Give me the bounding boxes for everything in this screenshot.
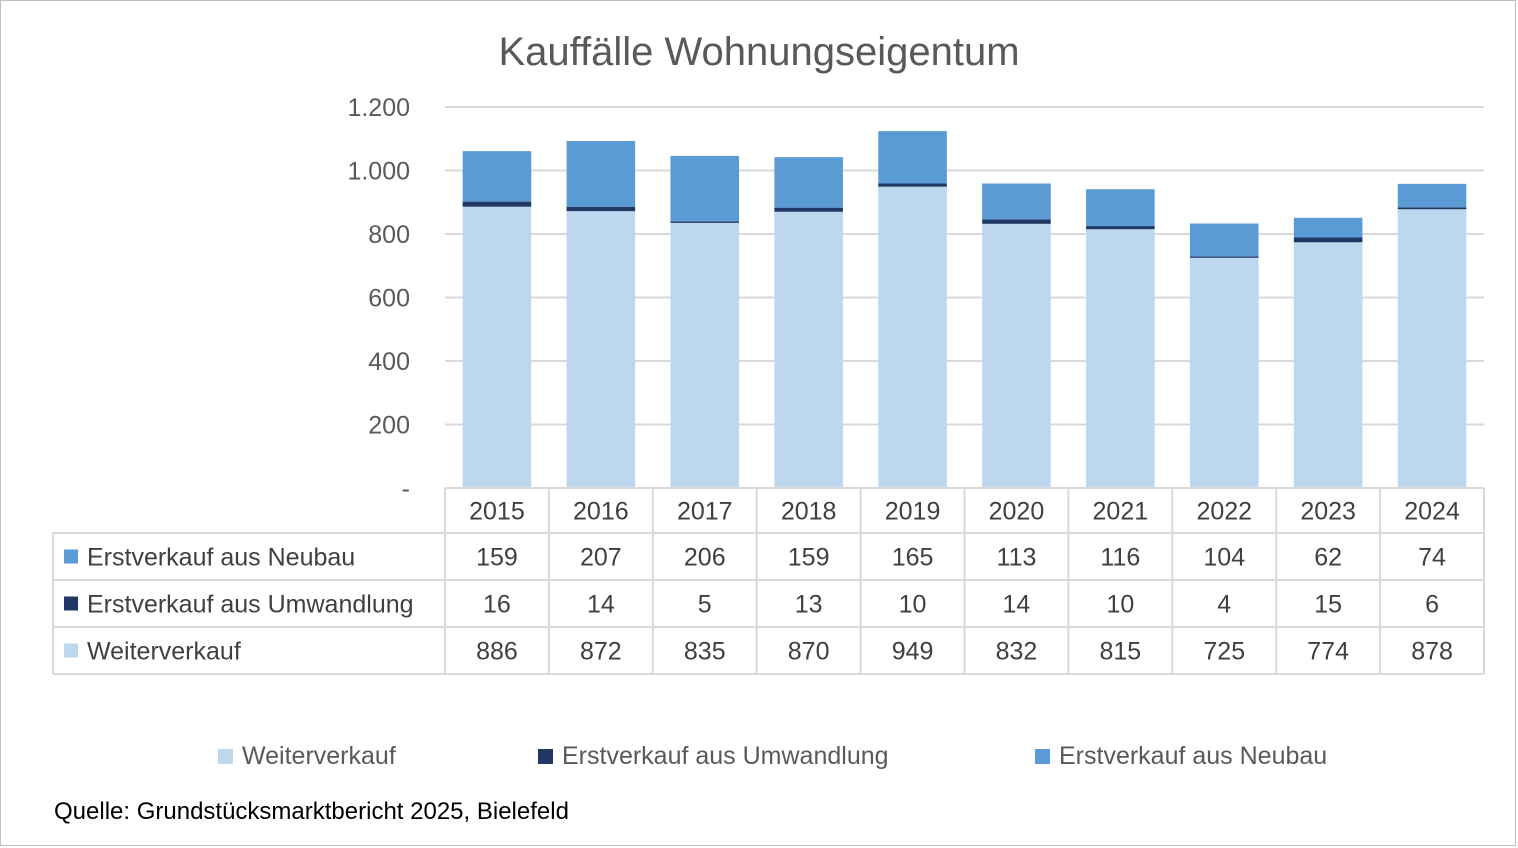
bar-2022-series-1 <box>1189 256 1259 258</box>
legend-swatch-neubau <box>1035 749 1050 764</box>
table-cell-0-2019: 165 <box>892 544 934 572</box>
y-tick-label-1: 200 <box>368 412 410 440</box>
bar-2015-series-2 <box>462 151 532 202</box>
table-cell-2-2020: 832 <box>996 638 1038 666</box>
bar-2018-series-1 <box>774 207 843 212</box>
table-cell-1-2018: 13 <box>795 591 823 619</box>
table-cell-2-2018: 870 <box>788 638 830 666</box>
table-row-label-2: Weiterverkauf <box>87 638 241 666</box>
legend-label-weiterverkauf: Weiterverkauf <box>242 742 396 770</box>
bar-2017-series-2 <box>670 155 740 222</box>
bar-2018-series-2 <box>774 157 843 208</box>
table-cell-1-2016: 14 <box>587 591 615 619</box>
y-tick-label-3: 600 <box>368 285 410 313</box>
table-cell-1-2023: 15 <box>1314 591 1342 619</box>
bar-2019-series-0 <box>878 186 947 488</box>
table-cell-1-2024: 6 <box>1425 591 1439 619</box>
bar-2021-series-0 <box>1086 229 1155 489</box>
x-category-label-2021: 2021 <box>1093 498 1149 526</box>
bar-2022-series-0 <box>1189 257 1259 488</box>
x-category-label-2015: 2015 <box>469 498 525 526</box>
table-cell-0-2021: 116 <box>1100 544 1140 572</box>
table-cell-1-2017: 5 <box>698 591 712 619</box>
x-category-label-2020: 2020 <box>989 498 1045 526</box>
y-tick-label-5: 1.000 <box>347 158 410 186</box>
bar-2023-series-1 <box>1293 237 1363 243</box>
bar-2024-series-0 <box>1397 209 1467 489</box>
table-cell-1-2020: 14 <box>1003 591 1031 619</box>
table-cell-0-2020: 113 <box>997 544 1037 572</box>
table-cell-2-2017: 835 <box>684 638 726 666</box>
table-row-label-0: Erstverkauf aus Neubau <box>87 544 355 572</box>
x-category-label-2023: 2023 <box>1300 498 1356 526</box>
table-cell-0-2023: 62 <box>1314 544 1342 572</box>
legend-label-umwandlung: Erstverkauf aus Umwandlung <box>562 742 889 770</box>
table-cell-2-2015: 886 <box>476 638 518 666</box>
table-legend-key-2 <box>64 643 78 658</box>
x-category-label-2016: 2016 <box>573 498 629 526</box>
table-cell-0-2016: 207 <box>580 544 622 572</box>
legend-item-umwandlung: Erstverkauf aus Umwandlung <box>538 742 889 771</box>
table-cell-2-2024: 878 <box>1411 638 1453 666</box>
table-cell-1-2019: 10 <box>899 591 927 619</box>
table-cell-0-2022: 104 <box>1203 544 1245 572</box>
y-tick-label-4: 800 <box>368 221 410 249</box>
legend-item-neubau: Erstverkauf aus Neubau <box>1035 742 1327 771</box>
bar-2018-series-0 <box>774 211 843 488</box>
table-cell-2-2019: 949 <box>892 638 934 666</box>
table-cell-1-2015: 16 <box>483 591 511 619</box>
table-cell-2-2021: 815 <box>1099 638 1141 666</box>
bar-2023-series-2 <box>1293 217 1363 238</box>
x-category-label-2017: 2017 <box>677 498 733 526</box>
y-tick-label-6: 1.200 <box>347 94 410 122</box>
legend-swatch-umwandlung <box>538 749 553 764</box>
bar-2017-series-1 <box>670 221 740 223</box>
bar-2015-series-1 <box>462 201 532 207</box>
table-cell-0-2015: 159 <box>476 544 518 572</box>
bar-2017-series-0 <box>670 222 740 488</box>
table-row-label-1: Erstverkauf aus Umwandlung <box>87 591 414 619</box>
chart-title: Kauffälle Wohnungseigentum <box>498 30 1020 74</box>
table-cell-2-2023: 774 <box>1307 638 1349 666</box>
table-legend-key-1 <box>64 596 78 611</box>
bar-2016-series-0 <box>566 211 636 488</box>
table-cell-0-2017: 206 <box>684 544 726 572</box>
bar-2020-series-1 <box>982 219 1051 224</box>
legend-label-neubau: Erstverkauf aus Neubau <box>1059 742 1328 770</box>
bar-2021-series-1 <box>1086 226 1155 230</box>
legend: Weiterverkauf Erstverkauf aus Umwandlung… <box>0 742 1518 776</box>
table-cell-0-2018: 159 <box>788 544 830 572</box>
table-cell-2-2016: 872 <box>580 638 622 666</box>
x-category-label-2022: 2022 <box>1196 498 1252 526</box>
bar-2023-series-0 <box>1293 242 1363 488</box>
table-legend-key-0 <box>64 549 78 564</box>
bar-2020-series-2 <box>982 183 1051 220</box>
bar-2020-series-0 <box>982 223 1051 488</box>
bar-2019-series-1 <box>878 183 947 187</box>
bar-2022-series-2 <box>1189 223 1259 257</box>
y-tick-label-2: 400 <box>368 348 410 376</box>
x-category-label-2018: 2018 <box>781 498 837 526</box>
legend-swatch-weiterverkauf <box>218 749 233 764</box>
bar-2015-series-0 <box>462 206 532 488</box>
bar-2024-series-1 <box>1397 207 1467 210</box>
source-note: Quelle: Grundstücksmarktbericht 2025, Bi… <box>54 798 569 825</box>
table-cell-1-2022: 4 <box>1217 591 1231 619</box>
bar-2021-series-2 <box>1086 189 1155 227</box>
x-category-label-2024: 2024 <box>1404 498 1460 526</box>
bar-2024-series-2 <box>1397 183 1467 208</box>
bar-2019-series-2 <box>878 131 947 184</box>
bar-2016-series-1 <box>566 206 636 212</box>
legend-item-weiterverkauf: Weiterverkauf <box>218 742 396 771</box>
table-cell-2-2022: 725 <box>1203 638 1245 666</box>
x-category-label-2019: 2019 <box>885 498 941 526</box>
table-cell-1-2021: 10 <box>1106 591 1134 619</box>
bar-2016-series-2 <box>566 140 636 207</box>
table-cell-0-2024: 74 <box>1418 544 1446 572</box>
y-tick-label-0: - <box>402 475 410 503</box>
